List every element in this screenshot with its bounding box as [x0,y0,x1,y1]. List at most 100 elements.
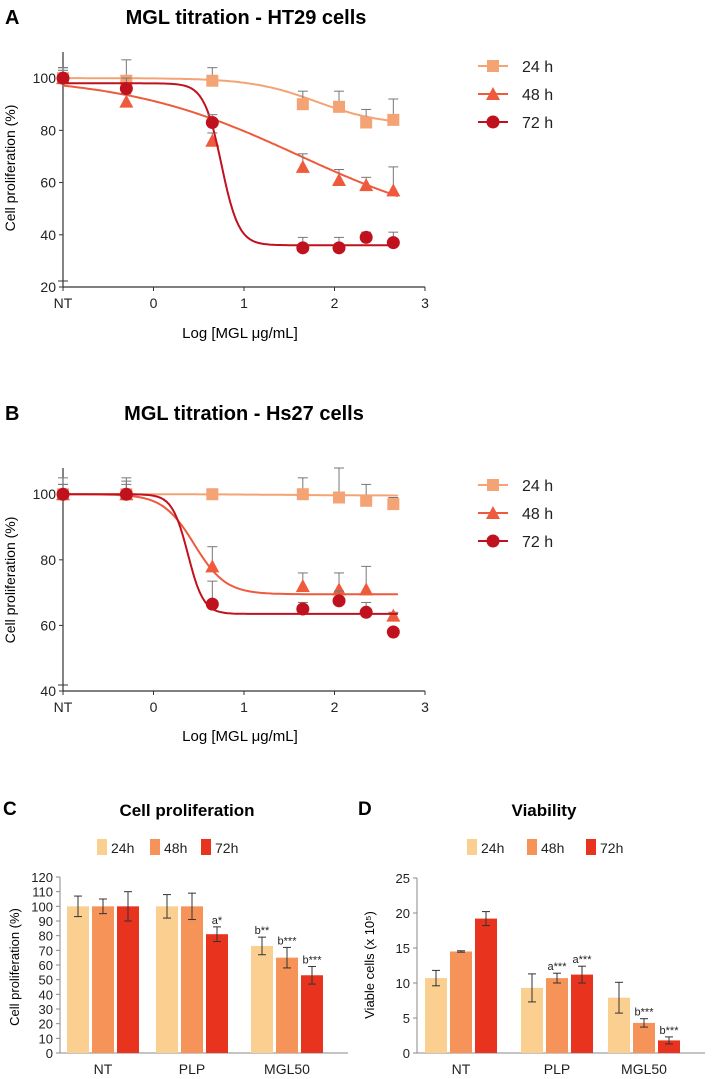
chart-b-point-1 [359,582,374,596]
chart-a-legend-marker [486,87,500,100]
chart-c-legend-swatch [150,839,160,855]
chart-a-x-tick-label: NT [54,295,73,311]
chart-b-point-1 [295,579,310,593]
chart-b-plot: 40 60 80 100 NT 0 1 2 3 [33,467,429,715]
chart-d-legend-swatch [527,839,537,855]
chart-b-x-tick-label: 2 [331,699,339,715]
chart-d-bar [546,978,568,1053]
chart-b-point-2 [296,602,310,616]
chart-b-legend-marker [487,479,499,491]
chart-a-xlabel: Log [MGL μg/mL] [182,325,298,342]
chart-a-y-tick-label: 80 [40,122,56,138]
chart-c-title: Cell proliferation [119,801,254,820]
chart-d-bar [425,978,447,1053]
panel-letter-c: C [3,799,17,820]
chart-c-bar [156,906,178,1053]
chart-b-point-2 [359,605,373,619]
chart-c-legend: 24h 48h 72h [97,839,238,856]
chart-c-y-tick-label: 20 [39,1017,53,1032]
chart-b-point-1 [205,559,220,573]
chart-c-bar [206,934,228,1053]
chart-b-legend-label: 72 h [522,534,553,551]
chart-a-plot: 20 40 60 80 100 NT 0 1 2 3 [33,52,429,311]
panel-d: D Viability Viable cells (x 10⁵) 0 5 10 15 2… [358,799,705,1077]
chart-b-y-tick-label: 80 [40,552,56,568]
chart-a-point-1 [119,94,134,108]
chart-c-y-tick-label: 70 [39,943,53,958]
chart-c-significance-label: b** [255,925,270,937]
chart-c-category-label: NT [94,1061,113,1077]
chart-c-significance-label: a* [212,915,223,927]
chart-a-point-0 [360,116,373,129]
chart-d-significance-label: b*** [660,1025,680,1037]
chart-c-bar [181,906,203,1053]
chart-b-point-2 [205,597,219,611]
chart-d-bar [608,997,630,1053]
chart-c-y-tick-label: 10 [39,1031,53,1046]
panel-letter-a: A [5,7,19,29]
chart-b-title: MGL titration - Hs27 cells [124,403,364,425]
chart-d-y-tick-label: 20 [396,906,410,921]
chart-a-point-2 [359,230,373,244]
chart-c-category-label: PLP [179,1061,205,1077]
chart-a-point-1 [359,178,374,192]
chart-a-fit-line-2 [63,82,398,247]
chart-c-legend-label: 24h [111,840,134,856]
chart-c-bar [251,945,273,1053]
chart-d-category-label: MGL50 [621,1061,667,1077]
chart-c-y-tick-label: 80 [39,929,53,944]
chart-a-point-0 [206,74,219,87]
chart-d-legend-swatch [586,839,596,855]
panel-letter-d: D [358,799,372,820]
chart-d-legend-swatch [467,839,477,855]
chart-a-legend-marker [486,115,500,129]
chart-b-y-tick-label: 100 [33,486,57,502]
chart-d-bar [450,951,472,1053]
chart-b-y-tick-label: 60 [40,617,56,633]
chart-a-point-2 [56,71,70,85]
chart-b-x-tick-label: 3 [421,699,429,715]
chart-c-significance-label: b*** [303,954,323,966]
chart-a-legend: 24 h 48 h 72 h [478,59,553,132]
chart-d-y-tick-label: 10 [396,976,410,991]
chart-c-y-tick-label: 30 [39,1002,53,1017]
chart-a-fit-line-0 [63,77,399,123]
chart-a-y-tick-label: 60 [40,175,56,191]
chart-d-bar [521,987,543,1053]
chart-d-y-tick-label: 5 [403,1011,410,1026]
chart-a-fit-line-1 [62,84,399,198]
chart-a-y-tick-label: 40 [40,227,56,243]
chart-d-category-label: PLP [544,1061,570,1077]
chart-c-y-tick-label: 40 [39,987,53,1002]
chart-b-ylabel: Cell proliferation (%) [2,517,18,644]
chart-c-legend-swatch [201,839,211,855]
chart-a-legend-label: 72 h [522,115,553,132]
chart-c-bar [92,906,114,1053]
chart-b-fit-line-1 [63,493,398,596]
chart-b-point-2 [56,487,70,501]
chart-b-legend-label: 24 h [522,478,553,495]
chart-d-bar [658,1040,680,1053]
chart-b-legend-label: 48 h [522,506,553,523]
chart-a-point-1 [295,159,310,173]
chart-b-xlabel: Log [MGL μg/mL] [182,728,298,745]
chart-d-title: Viability [512,801,577,820]
chart-a-x-tick-label: 3 [421,295,429,311]
chart-d-y-tick-label: 25 [396,871,410,886]
chart-d-legend-label: 72h [600,840,623,856]
chart-a-point-0 [296,98,309,111]
chart-b-point-1 [332,582,347,596]
chart-c-significance-label: b*** [278,935,298,947]
chart-d-category-label: NT [452,1061,471,1077]
chart-b-fit-line-2 [63,493,398,615]
chart-a-title: MGL titration - HT29 cells [126,7,367,29]
chart-b-y-tick-label: 40 [40,683,56,699]
chart-a-x-tick-label: 0 [150,295,158,311]
panel-letter-b: B [5,403,19,425]
chart-d-legend-label: 24h [481,840,504,856]
chart-b-x-tick-label: NT [54,699,73,715]
chart-a-x-tick-label: 1 [240,295,248,311]
chart-c-ylabel: Cell proliferation (%) [7,908,22,1026]
chart-b-x-tick-label: 1 [240,699,248,715]
